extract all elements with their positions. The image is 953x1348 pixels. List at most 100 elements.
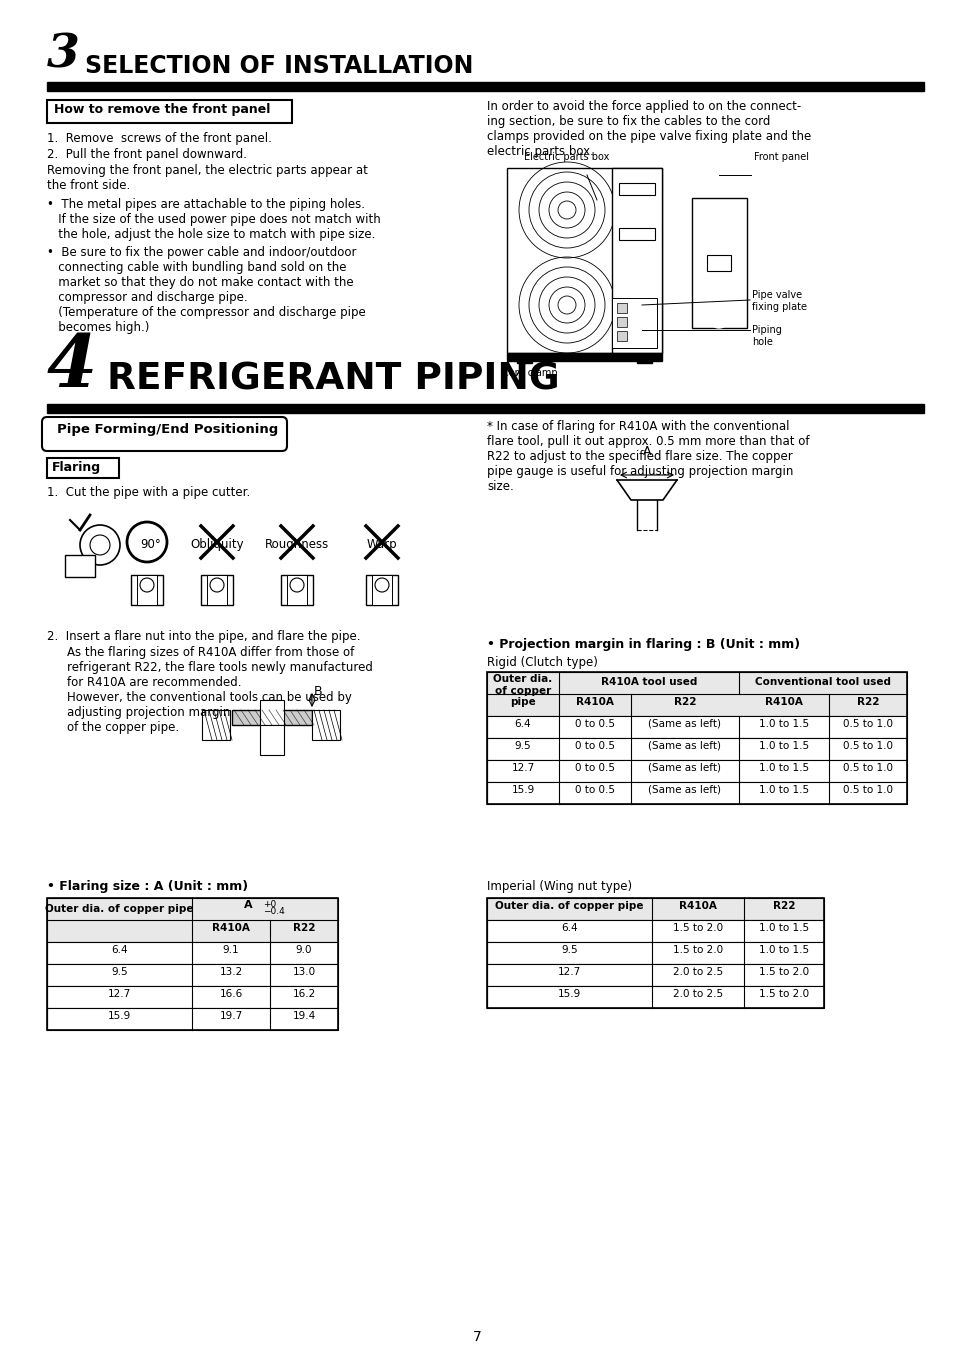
Bar bbox=[506, 168, 661, 353]
Circle shape bbox=[708, 307, 728, 328]
Text: R410A: R410A bbox=[212, 923, 250, 933]
Text: 9.5: 9.5 bbox=[515, 741, 531, 751]
Bar bbox=[137, 576, 157, 605]
Text: 0 to 0.5: 0 to 0.5 bbox=[575, 718, 615, 729]
Text: B: B bbox=[314, 685, 322, 698]
Text: Removing the front panel, the electric parts appear at
the front side.: Removing the front panel, the electric p… bbox=[47, 164, 368, 191]
Text: 12.7: 12.7 bbox=[511, 763, 534, 772]
FancyBboxPatch shape bbox=[42, 417, 287, 452]
Text: 16.2: 16.2 bbox=[292, 989, 315, 999]
Text: REFRIGERANT PIPING: REFRIGERANT PIPING bbox=[107, 361, 559, 398]
Text: 1.  Cut the pipe with a pipe cutter.: 1. Cut the pipe with a pipe cutter. bbox=[47, 487, 250, 499]
Bar bbox=[232, 710, 312, 725]
Bar bbox=[372, 576, 392, 605]
Text: 1.0 to 1.5: 1.0 to 1.5 bbox=[759, 741, 808, 751]
Text: 0.5 to 1.0: 0.5 to 1.0 bbox=[842, 718, 892, 729]
Bar bbox=[486, 716, 906, 737]
Text: Roughness: Roughness bbox=[265, 538, 329, 551]
Bar bbox=[506, 353, 661, 361]
Bar bbox=[312, 710, 339, 740]
Text: R22: R22 bbox=[293, 923, 314, 933]
Text: 0 to 0.5: 0 to 0.5 bbox=[575, 785, 615, 795]
Text: •  Be sure to fix the power cable and indoor/outdoor
   connecting cable with bu: • Be sure to fix the power cable and ind… bbox=[47, 245, 365, 334]
Text: A: A bbox=[243, 900, 260, 910]
Text: 15.9: 15.9 bbox=[558, 989, 580, 999]
Text: R410A: R410A bbox=[679, 900, 717, 911]
Text: Outer dia. of copper pipe: Outer dia. of copper pipe bbox=[45, 905, 193, 914]
Text: 1.5 to 2.0: 1.5 to 2.0 bbox=[672, 923, 722, 933]
Bar bbox=[287, 576, 307, 605]
Text: Warp: Warp bbox=[366, 538, 396, 551]
Bar bbox=[612, 298, 657, 348]
Text: 15.9: 15.9 bbox=[108, 1011, 131, 1020]
Text: 1.0 to 1.5: 1.0 to 1.5 bbox=[759, 785, 808, 795]
Text: Cord clamp: Cord clamp bbox=[501, 368, 558, 377]
Bar bbox=[65, 555, 95, 577]
Bar bbox=[691, 198, 746, 328]
Text: Conventional tool used: Conventional tool used bbox=[754, 677, 890, 687]
Text: 0.5 to 1.0: 0.5 to 1.0 bbox=[842, 741, 892, 751]
Text: 1.0 to 1.5: 1.0 to 1.5 bbox=[759, 923, 808, 933]
Text: Pipe valve
fixing plate: Pipe valve fixing plate bbox=[751, 290, 806, 311]
Text: 6.4: 6.4 bbox=[515, 718, 531, 729]
Text: R22: R22 bbox=[856, 697, 879, 706]
Bar bbox=[47, 404, 923, 412]
Bar bbox=[47, 964, 337, 985]
Text: R22: R22 bbox=[772, 900, 795, 911]
Bar bbox=[486, 673, 906, 716]
Text: 13.0: 13.0 bbox=[293, 967, 315, 977]
Text: 2.  Insert a flare nut into the pipe, and flare the pipe.: 2. Insert a flare nut into the pipe, and… bbox=[47, 630, 360, 643]
Bar bbox=[47, 942, 337, 964]
Text: 9.0: 9.0 bbox=[295, 945, 312, 954]
Bar bbox=[486, 942, 823, 964]
Text: 9.5: 9.5 bbox=[560, 945, 578, 954]
Text: 0 to 0.5: 0 to 0.5 bbox=[575, 741, 615, 751]
Text: 12.7: 12.7 bbox=[558, 967, 580, 977]
Bar bbox=[618, 183, 655, 195]
Text: +0: +0 bbox=[263, 900, 276, 909]
Text: Obliquity: Obliquity bbox=[190, 538, 244, 551]
Text: Imperial (Wing nut type): Imperial (Wing nut type) bbox=[486, 880, 632, 892]
Text: Flaring: Flaring bbox=[52, 461, 101, 474]
Bar bbox=[486, 964, 823, 985]
Bar bbox=[260, 700, 284, 725]
Bar bbox=[618, 228, 655, 240]
Text: As the flaring sizes of R410A differ from those of
refrigerant R22, the flare to: As the flaring sizes of R410A differ fro… bbox=[67, 646, 373, 735]
Bar bbox=[366, 576, 397, 605]
Text: 19.7: 19.7 bbox=[219, 1011, 242, 1020]
Bar bbox=[486, 782, 906, 803]
Text: 1.0 to 1.5: 1.0 to 1.5 bbox=[759, 945, 808, 954]
Text: R410A: R410A bbox=[764, 697, 802, 706]
Text: 1.5 to 2.0: 1.5 to 2.0 bbox=[672, 945, 722, 954]
Text: 9.5: 9.5 bbox=[112, 967, 128, 977]
Text: How to remove the front panel: How to remove the front panel bbox=[54, 102, 270, 116]
Bar bbox=[281, 576, 313, 605]
Text: 1.0 to 1.5: 1.0 to 1.5 bbox=[759, 718, 808, 729]
Text: 13.2: 13.2 bbox=[219, 967, 242, 977]
Text: 4: 4 bbox=[47, 332, 97, 402]
Text: 7: 7 bbox=[472, 1330, 481, 1344]
Text: −0.4: −0.4 bbox=[263, 907, 284, 917]
Bar bbox=[47, 1008, 337, 1030]
Text: Outer dia.
of copper
pipe: Outer dia. of copper pipe bbox=[493, 674, 552, 708]
Text: R22: R22 bbox=[673, 697, 696, 706]
Bar bbox=[207, 576, 227, 605]
Text: 2.  Pull the front panel downward.: 2. Pull the front panel downward. bbox=[47, 148, 247, 160]
Text: Electric parts box: Electric parts box bbox=[524, 152, 609, 162]
Bar bbox=[486, 898, 823, 919]
Text: (Same as left): (Same as left) bbox=[648, 741, 720, 751]
Text: In order to avoid the force applied to on the connect-
ing section, be sure to f: In order to avoid the force applied to o… bbox=[486, 100, 810, 158]
Text: 15.9: 15.9 bbox=[511, 785, 534, 795]
Bar bbox=[47, 458, 119, 479]
Bar bbox=[47, 985, 337, 1008]
Bar bbox=[201, 576, 233, 605]
Bar bbox=[612, 168, 661, 353]
Text: SELECTION OF INSTALLATION: SELECTION OF INSTALLATION bbox=[85, 54, 473, 78]
Bar bbox=[706, 255, 730, 271]
Text: * In case of flaring for R410A with the conventional
flare tool, pull it out app: * In case of flaring for R410A with the … bbox=[486, 421, 809, 493]
Text: Pipe Forming/End Positioning: Pipe Forming/End Positioning bbox=[57, 423, 278, 435]
Bar bbox=[617, 303, 626, 313]
Text: R410A tool used: R410A tool used bbox=[600, 677, 697, 687]
Text: 90°: 90° bbox=[140, 538, 161, 551]
Text: 2.0 to 2.5: 2.0 to 2.5 bbox=[672, 967, 722, 977]
